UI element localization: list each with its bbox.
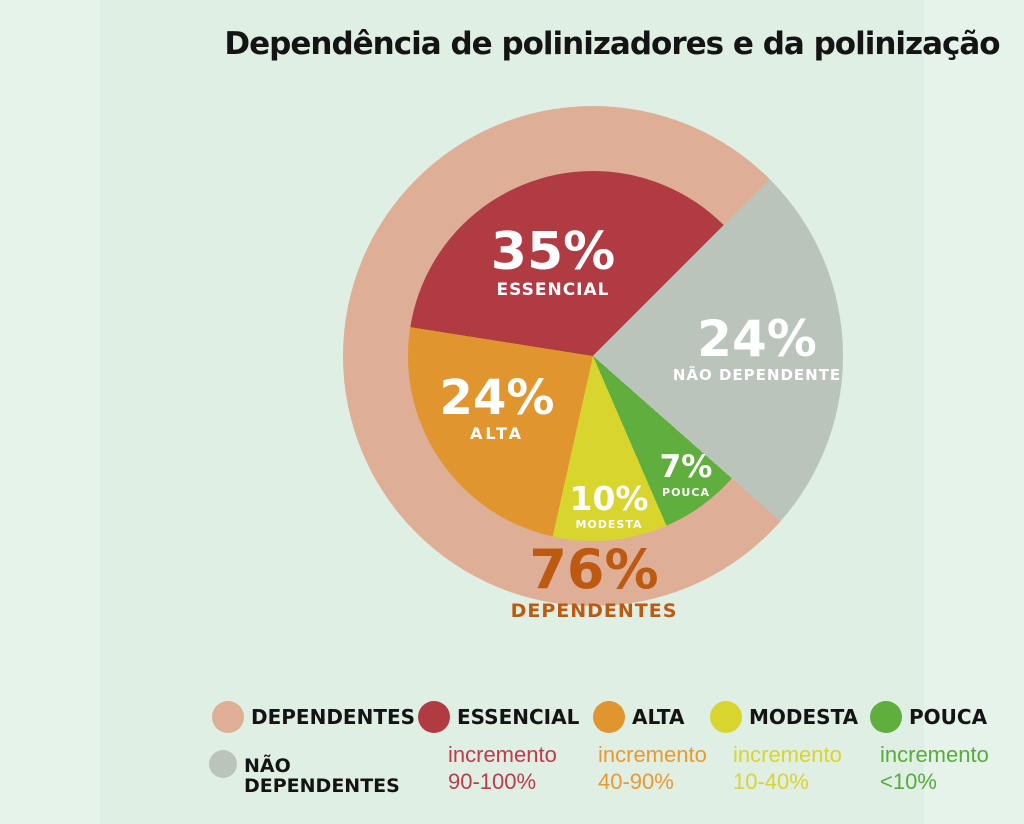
legend-swatch-essencial (418, 701, 450, 733)
legend-increment-essencial: incremento 90-100% (448, 742, 557, 794)
ring-label-dependentes: 76% DEPENDENTES (511, 543, 678, 621)
legend-increment-modesta: incremento 10-40% (733, 742, 842, 794)
slice-value: 7% (659, 449, 713, 485)
slice-name: ESSENCIAL (496, 280, 610, 300)
legend-item-alta: ALTA (593, 701, 684, 733)
pie-inner-slices (408, 171, 778, 541)
legend-increment-alta: incremento 40-90% (598, 742, 707, 794)
ring-name: DEPENDENTES (510, 600, 678, 622)
legend-label: POUCA (909, 705, 988, 729)
chart-title: Dependência de polinizadores e da polini… (224, 26, 1000, 62)
legend-swatch-nao-dependentes (209, 750, 237, 778)
ring-value: 76% (529, 538, 659, 601)
slice-label-nao-dependente: 24% NÃO DEPENDENTE (673, 314, 841, 383)
slice-value: 24% (439, 370, 555, 426)
legend-swatch-pouca (870, 701, 902, 733)
slice-name: ALTA (470, 424, 524, 443)
legend-item-dependentes: DEPENDENTES (212, 701, 415, 733)
legend-item-modesta: MODESTA (710, 701, 858, 733)
legend-swatch-dependentes (212, 701, 244, 733)
legend-label: DEPENDENTES (251, 705, 416, 729)
content-area: Dependência de polinizadores e da polini… (100, 0, 1001, 824)
legend-swatch-modesta (710, 701, 742, 733)
legend-label: ALTA (632, 705, 685, 729)
legend-increment-pouca: incremento <10% (880, 742, 989, 794)
slice-label-pouca: 7% POUCA (659, 449, 713, 499)
slice-name: MODESTA (575, 518, 643, 531)
slice-label-essencial: 35% ESSENCIAL (491, 226, 615, 299)
legend-item-pouca: POUCA (870, 701, 987, 733)
legend-swatch-alta (593, 701, 625, 733)
slice-value: 35% (490, 222, 616, 282)
legend-label: MODESTA (749, 705, 859, 729)
legend-label: NÃO DEPENDENTES (244, 755, 400, 797)
slice-name: POUCA (662, 486, 710, 499)
slice-label-alta: 24% ALTA (440, 374, 555, 442)
slice-value: 10% (569, 479, 649, 518)
slice-label-modesta: 10% MODESTA (570, 482, 649, 530)
legend-item-essencial: ESSENCIAL (418, 701, 579, 733)
slice-value: 24% (697, 310, 817, 368)
slice-name: NÃO DEPENDENTE (672, 366, 842, 384)
legend-item-nao-dependentes: NÃO DEPENDENTES (209, 750, 400, 797)
legend-label: ESSENCIAL (457, 705, 580, 729)
